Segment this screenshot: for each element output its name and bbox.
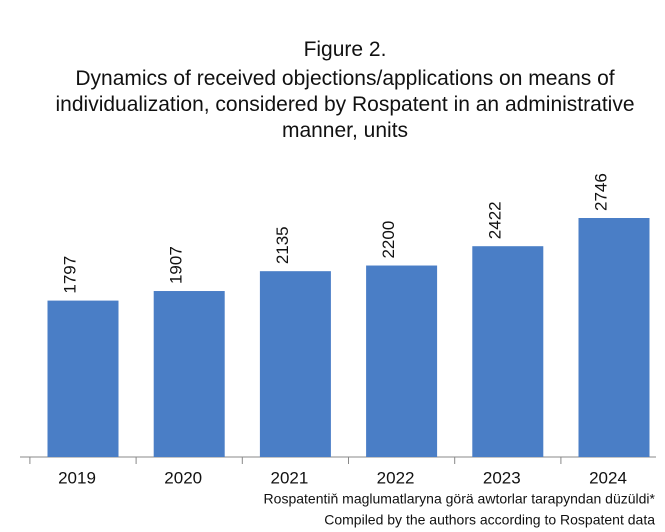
chart-title: Figure 2. bbox=[303, 38, 387, 61]
x-tick-label: 2022 bbox=[377, 468, 415, 487]
bar bbox=[259, 271, 331, 457]
bar bbox=[578, 218, 650, 457]
bar bbox=[47, 300, 119, 457]
data-label: 2135 bbox=[273, 226, 292, 264]
data-label: 1797 bbox=[60, 256, 79, 294]
bar bbox=[366, 265, 438, 457]
data-label: 2200 bbox=[379, 221, 398, 259]
x-tick-label: 2023 bbox=[483, 468, 521, 487]
data-label: 1907 bbox=[167, 246, 186, 284]
data-label: 2422 bbox=[485, 201, 504, 239]
source-note: Compiled by the authors according to Ros… bbox=[324, 512, 655, 528]
x-tick-label: 2024 bbox=[589, 468, 627, 487]
source-note: Rospatentiň maglumatlaryna görä awtorlar… bbox=[264, 491, 656, 507]
bar bbox=[153, 291, 225, 457]
x-tick-label: 2021 bbox=[270, 468, 308, 487]
x-tick-label: 2020 bbox=[164, 468, 202, 487]
data-label: 2746 bbox=[591, 173, 610, 211]
x-tick-label: 2019 bbox=[58, 468, 96, 487]
bar bbox=[472, 246, 544, 457]
chart-subtitle: Dynamics of received objections/applicat… bbox=[55, 67, 635, 142]
